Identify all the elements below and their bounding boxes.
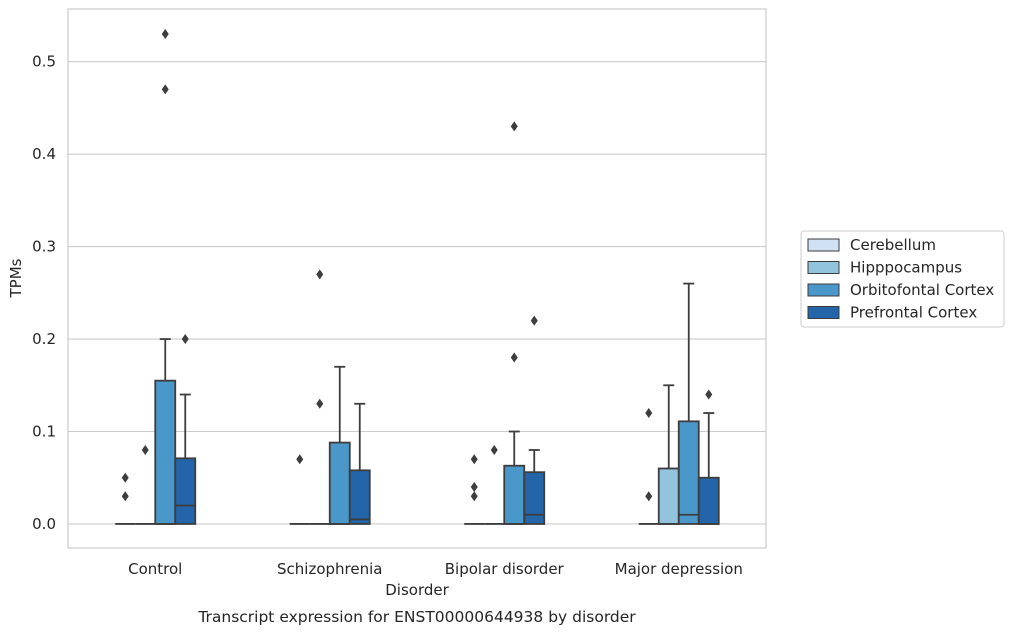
- outlier-point: [645, 408, 653, 419]
- legend: Cerebellum Hipppocampus Orbitofontal Corte…: [800, 230, 1005, 328]
- outlier-point: [121, 491, 129, 502]
- legend-swatch: [807, 238, 840, 252]
- box-series: [115, 28, 720, 525]
- box-group: [348, 402, 371, 525]
- series-group: [174, 315, 720, 525]
- box: [348, 469, 371, 525]
- y-tick-label: 0.5: [32, 53, 56, 71]
- box-group: [154, 28, 177, 525]
- x-tick-label: Schizophrenia: [277, 560, 382, 578]
- legend-label: Cerebellum: [850, 236, 936, 254]
- box: [677, 420, 700, 525]
- y-axis-label: TPMs: [7, 258, 25, 298]
- x-tick-label: Major depression: [615, 560, 743, 578]
- box-group: [523, 315, 546, 525]
- x-axis-ticks: Control Schizophrenia Bipolar disorder Majo…: [128, 560, 743, 578]
- outlier-point: [510, 121, 518, 132]
- box-group: [697, 389, 720, 525]
- box-group: [677, 282, 700, 525]
- outlier-point: [121, 472, 129, 483]
- box: [503, 464, 526, 525]
- box: [523, 471, 546, 525]
- outlier-point: [470, 481, 478, 492]
- x-tick-label: Bipolar disorder: [445, 560, 565, 578]
- outlier-point: [181, 334, 189, 345]
- y-tick-label: 0.0: [32, 515, 56, 533]
- box-group: [638, 408, 659, 525]
- box: [174, 457, 197, 525]
- box: [154, 379, 177, 525]
- x-axis-label: Disorder: [385, 581, 449, 599]
- series-group: [154, 28, 700, 525]
- outlier-point: [296, 454, 304, 465]
- outlier-point: [530, 315, 538, 326]
- box-group: [464, 454, 485, 525]
- box-group: [657, 384, 680, 525]
- series-group: [115, 408, 659, 525]
- box: [328, 441, 351, 525]
- x-tick-label: Control: [128, 560, 182, 578]
- series-group: [135, 269, 680, 525]
- outlier-point: [161, 28, 169, 39]
- box-group: [135, 445, 156, 525]
- legend-label: Prefrontal Cortex: [850, 304, 977, 322]
- y-tick-label: 0.4: [32, 145, 56, 163]
- plot-frame: [67, 8, 767, 549]
- box-group: [289, 454, 310, 525]
- outlier-point: [645, 491, 653, 502]
- box-group: [115, 472, 136, 525]
- legend-label: Hipppocampus: [850, 259, 962, 277]
- box-group: [503, 121, 526, 525]
- outlier-point: [470, 454, 478, 465]
- outlier-point: [470, 491, 478, 502]
- outlier-point: [316, 398, 324, 409]
- outlier-point: [316, 269, 324, 280]
- outlier-point: [141, 445, 149, 455]
- legend-label: Orbitofontal Cortex: [850, 281, 994, 299]
- legend-swatch: [807, 306, 840, 319]
- outlier-point: [161, 84, 169, 95]
- legend-swatch: [807, 283, 840, 297]
- box-group: [484, 445, 505, 525]
- y-tick-label: 0.1: [32, 423, 56, 441]
- outlier-point: [510, 352, 518, 363]
- box: [697, 476, 720, 525]
- box-group: [174, 334, 197, 525]
- box: [657, 467, 680, 525]
- y-axis-ticks: 0.0 0.1 0.2 0.3 0.4 0.5: [32, 53, 56, 533]
- y-tick-label: 0.3: [32, 238, 56, 256]
- box-group: [309, 269, 330, 525]
- legend-frame: [800, 230, 1005, 328]
- outlier-point: [705, 389, 713, 400]
- outlier-point: [490, 445, 498, 455]
- chart-caption: Transcript expression for ENST0000064493…: [197, 608, 636, 626]
- y-tick-label: 0.2: [32, 330, 56, 348]
- legend-swatch: [807, 261, 840, 274]
